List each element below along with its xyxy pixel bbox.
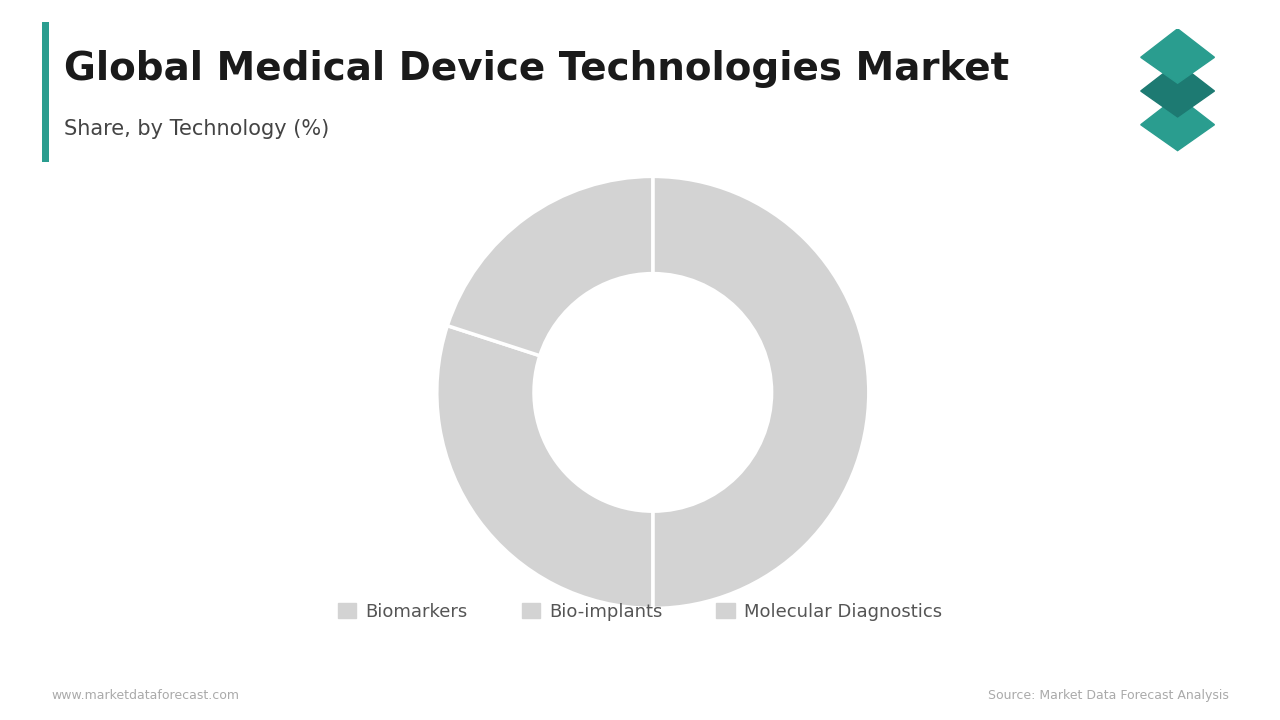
Polygon shape — [1140, 63, 1215, 117]
Text: Global Medical Device Technologies Market: Global Medical Device Technologies Marke… — [64, 50, 1009, 89]
Text: www.marketdataforecast.com: www.marketdataforecast.com — [51, 689, 239, 702]
Polygon shape — [1140, 96, 1215, 150]
Wedge shape — [653, 176, 869, 608]
Text: Share, by Technology (%): Share, by Technology (%) — [64, 119, 329, 139]
Wedge shape — [448, 176, 653, 356]
Legend: Biomarkers, Bio-implants, Molecular Diagnostics: Biomarkers, Bio-implants, Molecular Diag… — [332, 595, 948, 628]
Polygon shape — [1140, 29, 1215, 84]
Text: Source: Market Data Forecast Analysis: Source: Market Data Forecast Analysis — [988, 689, 1229, 702]
Wedge shape — [436, 325, 653, 608]
